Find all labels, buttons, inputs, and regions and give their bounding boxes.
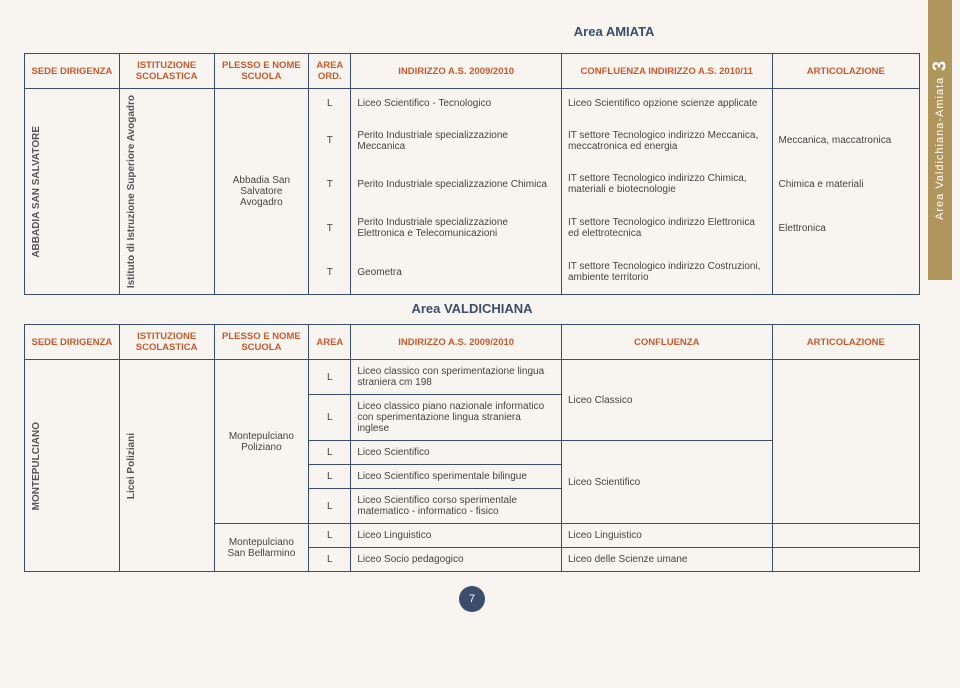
page-number-badge: 7 <box>459 586 485 612</box>
col-plesso: PLESSO E NOME SCUOLA <box>214 54 309 89</box>
area-title-valdichiana: Area VALDICHIANA <box>24 301 920 316</box>
col-artic: ARTICOLAZIONE <box>772 325 919 360</box>
cell-indirizzo: Liceo classico piano nazionale informati… <box>351 395 562 441</box>
cell-artic: Elettronica <box>772 206 919 250</box>
cell-area: L <box>309 489 351 524</box>
cell-indirizzo: Liceo Linguistico <box>351 524 562 548</box>
table-row: ABBADIA SAN SALVATORE Istituto di Istruz… <box>25 89 920 119</box>
cell-indirizzo: Perito Industriale specializzazione Chim… <box>351 163 562 207</box>
cell-area: L <box>309 395 351 441</box>
cell-artic <box>772 360 919 524</box>
cell-artic: Chimica e materiali <box>772 163 919 207</box>
table-header-row: SEDE DIRIGENZA ISTITUZIONE SCOLASTICA PL… <box>25 325 920 360</box>
cell-indirizzo: Liceo Scientifico - Tecnologico <box>351 89 562 119</box>
cell-area: L <box>309 465 351 489</box>
cell-area: T <box>309 206 351 250</box>
istituzione-label: Istituto di Istruzione Superiore Avogadr… <box>126 95 137 288</box>
plesso-label: Montepulciano San Bellarmino <box>214 524 309 572</box>
col-sede: SEDE DIRIGENZA <box>25 54 120 89</box>
side-tab: Area Valdichiana-Amiata 3 <box>928 0 952 280</box>
col-area: AREA <box>309 325 351 360</box>
cell-area: L <box>309 360 351 395</box>
cell-indirizzo: Geometra <box>351 250 562 295</box>
cell-confluenza: IT settore Tecnologico indirizzo Elettro… <box>561 206 772 250</box>
cell-indirizzo: Liceo Scientifico sperimentale bilingue <box>351 465 562 489</box>
cell-indirizzo: Liceo Scientifico corso sperimentale mat… <box>351 489 562 524</box>
cell-artic <box>772 89 919 119</box>
cell-indirizzo: Liceo Socio pedagogico <box>351 548 562 572</box>
col-istituzione: ISTITUZIONE SCOLASTICA <box>119 54 214 89</box>
cell-confluenza: IT settore Tecnologico indirizzo Meccani… <box>561 119 772 163</box>
plesso-label: Montepulciano Poliziano <box>214 360 309 524</box>
col-istituzione: ISTITUZIONE SCOLASTICA <box>119 325 214 360</box>
table-header-row: SEDE DIRIGENZA ISTITUZIONE SCOLASTICA PL… <box>25 54 920 89</box>
side-tab-number: 3 <box>930 60 951 71</box>
col-confluenza: CONFLUENZA INDIRIZZO A.S. 2010/11 <box>561 54 772 89</box>
cell-confluenza: Liceo Scientifico opzione scienze applic… <box>561 89 772 119</box>
cell-artic <box>772 250 919 295</box>
table-amiata: Area AMIATA SEDE DIRIGENZA ISTITUZIONE S… <box>24 18 920 295</box>
cell-confluenza: Liceo Classico <box>561 360 772 441</box>
plesso-label: Abbadia San Salvatore Avogadro <box>214 89 309 295</box>
col-sede: SEDE DIRIGENZA <box>25 325 120 360</box>
side-tab-label: Area Valdichiana-Amiata <box>934 77 946 220</box>
cell-area: T <box>309 119 351 163</box>
col-area: AREA ORD. <box>309 54 351 89</box>
cell-area: L <box>309 89 351 119</box>
cell-area: L <box>309 524 351 548</box>
table-valdichiana: SEDE DIRIGENZA ISTITUZIONE SCOLASTICA PL… <box>24 324 920 572</box>
cell-indirizzo: Perito Industriale specializzazione Elet… <box>351 206 562 250</box>
cell-area: T <box>309 163 351 207</box>
sede-label: ABBADIA SAN SALVATORE <box>31 126 42 258</box>
area-title-amiata: Area AMIATA <box>313 24 916 39</box>
col-indirizzo: INDIRIZZO A.S. 2009/2010 <box>351 325 562 360</box>
cell-indirizzo: Liceo classico con sperimentazione lingu… <box>351 360 562 395</box>
sede-label: MONTEPULCIANO <box>31 422 42 510</box>
page-number: 7 <box>469 593 475 605</box>
cell-confluenza: Liceo Scientifico <box>561 441 772 524</box>
col-artic: ARTICOLAZIONE <box>772 54 919 89</box>
cell-indirizzo: Liceo Scientifico <box>351 441 562 465</box>
cell-indirizzo: Perito Industriale specializzazione Mecc… <box>351 119 562 163</box>
istituzione-label: Licei Poliziani <box>126 433 137 499</box>
cell-artic <box>772 548 919 572</box>
cell-artic: Meccanica, maccatronica <box>772 119 919 163</box>
cell-confluenza: IT settore Tecnologico indirizzo Chimica… <box>561 163 772 207</box>
cell-area: T <box>309 250 351 295</box>
col-plesso: PLESSO E NOME SCUOLA <box>214 325 309 360</box>
table-row: MONTEPULCIANO Licei Poliziani Montepulci… <box>25 360 920 395</box>
cell-confluenza: Liceo Linguistico <box>561 524 772 548</box>
col-confluenza: CONFLUENZA <box>561 325 772 360</box>
cell-area: L <box>309 548 351 572</box>
cell-area: L <box>309 441 351 465</box>
cell-confluenza: IT settore Tecnologico indirizzo Costruz… <box>561 250 772 295</box>
col-indirizzo: INDIRIZZO A.S. 2009/2010 <box>351 54 562 89</box>
cell-confluenza: Liceo delle Scienze umane <box>561 548 772 572</box>
cell-artic <box>772 524 919 548</box>
